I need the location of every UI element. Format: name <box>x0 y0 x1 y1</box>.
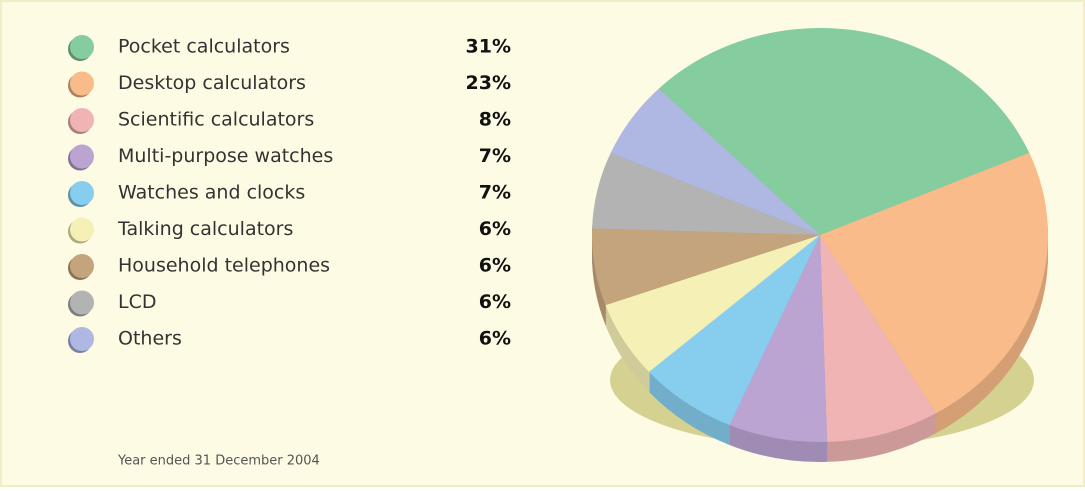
legend-label: LCD <box>118 291 156 313</box>
slice <box>729 235 828 442</box>
value-label: 7% <box>479 145 511 167</box>
slice <box>610 88 820 235</box>
legend-swatch <box>70 217 94 242</box>
legend-swatch <box>70 327 94 351</box>
value-label: 31% <box>466 36 511 58</box>
legend-swatch <box>70 35 94 59</box>
value-label: 23% <box>466 72 511 94</box>
slice <box>820 152 1048 414</box>
slice <box>592 152 820 235</box>
slice <box>648 235 820 425</box>
slice <box>605 235 820 372</box>
slice <box>658 27 1030 236</box>
legend-swatch <box>70 254 94 278</box>
legend-label: Watches and clocks <box>118 182 305 204</box>
legend-label: Others <box>118 328 182 350</box>
slice <box>592 228 820 306</box>
value-label: 6% <box>479 291 511 313</box>
legend-label: Household telephones <box>118 255 330 277</box>
legend-label: Desktop calculators <box>118 72 306 94</box>
legend-label: Scientific calculators <box>118 109 314 131</box>
legend-label: Pocket calculators <box>118 36 290 58</box>
legend-swatch <box>70 71 94 96</box>
value-label: 7% <box>479 182 511 204</box>
value-label: 6% <box>479 328 511 350</box>
legend-label: Talking calculators <box>117 218 293 240</box>
footnote: Year ended 31 December 2004 <box>117 454 320 469</box>
legend-swatch <box>70 181 94 205</box>
value-label: 6% <box>479 218 511 240</box>
legend-label: Multi-purpose watches <box>118 145 333 167</box>
legend-swatch <box>70 108 94 132</box>
value-label: 8% <box>479 109 511 131</box>
legend-swatch <box>70 144 94 169</box>
value-label: 6% <box>479 255 511 277</box>
slice <box>820 235 937 442</box>
legend-swatch <box>70 290 94 315</box>
